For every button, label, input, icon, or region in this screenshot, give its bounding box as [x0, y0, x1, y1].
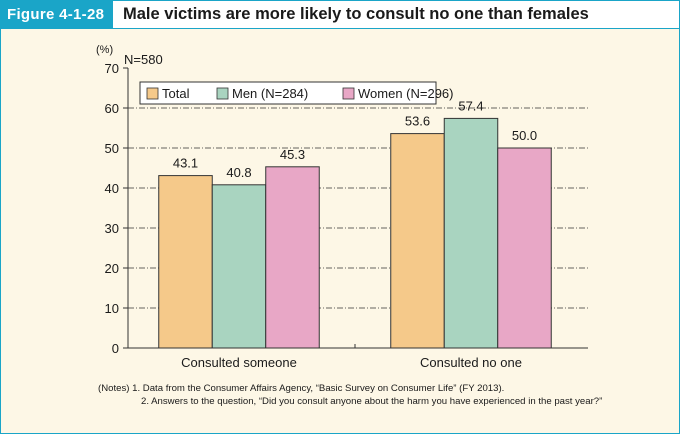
data-label: 50.0: [512, 128, 537, 143]
figure-header: Figure 4-1-28 Male victims are more like…: [1, 1, 679, 29]
legend-swatch: [146, 87, 159, 100]
bar-consulted-no-one-men: [443, 117, 499, 349]
data-label: 45.3: [280, 147, 305, 162]
y-tick-label-20: 20: [105, 261, 119, 276]
legend-label: Men (N=284): [232, 86, 308, 101]
legend-swatch: [216, 87, 229, 100]
bar-consulted-no-one-women: [497, 147, 552, 349]
y-axis: 0 10 20 30 40 50 60 70: [105, 61, 129, 356]
legend: Total Men (N=284) Women (N=296): [139, 81, 454, 105]
y-tick-label-40: 40: [105, 181, 119, 196]
x-category-label: Consulted no one: [420, 355, 522, 370]
y-tick-label-50: 50: [105, 141, 119, 156]
data-label: 57.4: [458, 98, 483, 113]
y-tick-label-10: 10: [105, 301, 119, 316]
value-labels: 43.1 40.8 45.3 53.6 57.4 50.0: [173, 98, 537, 179]
y-tick-label-70: 70: [105, 61, 119, 76]
data-label: 40.8: [226, 165, 251, 180]
note-2: 2. Answers to the question, “Did you con…: [141, 395, 603, 407]
bar-consulted-someone-men: [211, 184, 267, 349]
data-label: 53.6: [405, 114, 430, 129]
notes: (Notes) 1. Data from the Consumer Affair…: [98, 383, 638, 408]
note-1: 1. Data from the Consumer Affairs Agency…: [132, 383, 505, 394]
legend-swatch: [342, 87, 355, 100]
y-tick-label-0: 0: [112, 341, 119, 356]
notes-prefix: (Notes): [98, 383, 133, 394]
y-unit-label: (%): [96, 44, 113, 56]
figure-label: Figure 4-1-28: [1, 1, 113, 28]
legend-label: Total: [162, 86, 190, 101]
bar-consulted-someone-total: [158, 175, 213, 349]
x-axis: Consulted someone Consulted no one: [128, 344, 588, 370]
bar-consulted-someone-women: [265, 166, 320, 349]
bar-chart: 0 10 20 30 40 50 60 70 43.1 40.8 45.3 53.6 57.4 50.0…: [96, 44, 588, 370]
y-tick-label-30: 30: [105, 221, 119, 236]
bar-consulted-no-one-total: [390, 133, 445, 349]
legend-label: Women (N=296): [358, 86, 454, 101]
y-tick-label-60: 60: [105, 101, 119, 116]
data-label: 43.1: [173, 156, 198, 171]
sample-size-label: N=580: [124, 52, 163, 67]
legend-box: [139, 81, 437, 105]
bars: [158, 117, 552, 349]
x-category-label: Consulted someone: [181, 355, 297, 370]
figure-title: Male victims are more likely to consult …: [123, 5, 589, 23]
